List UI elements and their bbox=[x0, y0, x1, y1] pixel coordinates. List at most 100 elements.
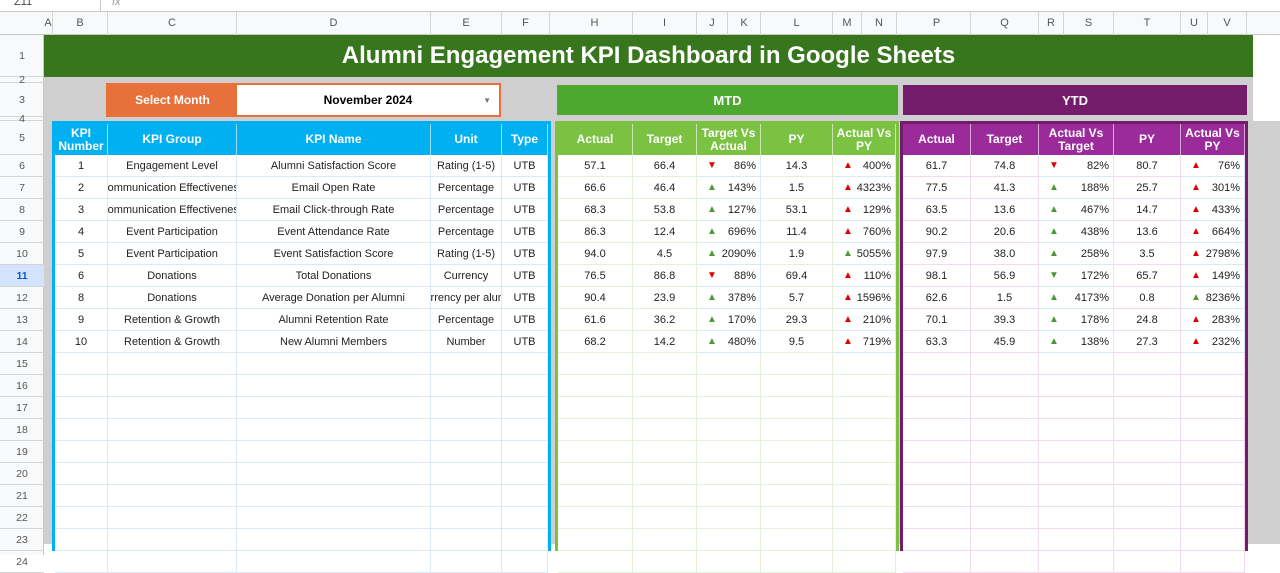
empty-cell bbox=[633, 375, 697, 397]
row-header-20[interactable]: 20 bbox=[0, 463, 44, 485]
mtd-table bbox=[555, 121, 899, 551]
chevron-down-icon[interactable]: ▼ bbox=[483, 95, 491, 105]
row-header-11[interactable]: 11 bbox=[0, 265, 44, 287]
mtd-header-target: Target bbox=[633, 124, 697, 155]
percent-value: 5055% bbox=[856, 247, 891, 260]
ytd-header-actual-vs-py: Actual Vs PY bbox=[1181, 124, 1245, 155]
empty-cell bbox=[237, 353, 431, 375]
column-header-p[interactable]: P bbox=[903, 12, 971, 35]
empty-cell bbox=[558, 397, 633, 419]
column-header-r[interactable]: R bbox=[1039, 12, 1064, 35]
column-header-a[interactable]: A bbox=[44, 12, 53, 35]
row-header-1[interactable]: 1 bbox=[0, 35, 44, 77]
empty-cell bbox=[558, 353, 633, 375]
empty-cell bbox=[761, 353, 833, 375]
column-header-n[interactable]: N bbox=[862, 12, 897, 35]
column-header-v[interactable]: V bbox=[1208, 12, 1247, 35]
percent-value: 283% bbox=[1211, 313, 1240, 326]
empty-cell bbox=[971, 353, 1039, 375]
ytd-actual-vs-py: ▲ 232% bbox=[1181, 331, 1245, 353]
mtd-target-vs-actual: ▼ 86% bbox=[697, 155, 761, 177]
row-header-22[interactable]: 22 bbox=[0, 507, 44, 529]
empty-cell bbox=[558, 463, 633, 485]
percent-value: 2798% bbox=[1205, 247, 1240, 260]
row-header-7[interactable]: 7 bbox=[0, 177, 44, 199]
empty-cell bbox=[431, 397, 502, 419]
row-header-13[interactable]: 13 bbox=[0, 309, 44, 331]
arrow-down-icon: ▼ bbox=[1049, 160, 1059, 171]
row-header-5[interactable]: 5 bbox=[0, 121, 44, 155]
column-header-k[interactable]: K bbox=[728, 12, 761, 35]
percent-value: 433% bbox=[1211, 203, 1240, 216]
column-header-b[interactable]: B bbox=[53, 12, 108, 35]
column-header-u[interactable]: U bbox=[1181, 12, 1208, 35]
divider bbox=[100, 0, 101, 11]
empty-cell bbox=[55, 529, 108, 551]
column-header-i[interactable]: I bbox=[633, 12, 697, 35]
percent-value: 378% bbox=[727, 291, 756, 304]
column-header-j[interactable]: J bbox=[697, 12, 728, 35]
row-header-6[interactable]: 6 bbox=[0, 155, 44, 177]
empty-cell bbox=[237, 551, 431, 573]
ytd-actual-vs-py: ▲ 2798% bbox=[1181, 243, 1245, 265]
kpi-header-kpi-name: KPI Name bbox=[237, 124, 431, 155]
row-header-16[interactable]: 16 bbox=[0, 375, 44, 397]
empty-cell bbox=[558, 485, 633, 507]
column-header-d[interactable]: D bbox=[237, 12, 431, 35]
month-selector: Select Month November 2024 ▼ bbox=[106, 83, 501, 117]
mtd-target-vs-actual: ▲ 127% bbox=[697, 199, 761, 221]
row-header-9[interactable]: 9 bbox=[0, 221, 44, 243]
row-header-2[interactable]: 2 bbox=[0, 74, 44, 86]
row-header-3[interactable]: 3 bbox=[0, 83, 44, 117]
ytd-py: 13.6 bbox=[1114, 221, 1181, 243]
row-header-15[interactable]: 15 bbox=[0, 353, 44, 375]
name-box[interactable]: Z11 bbox=[14, 0, 33, 8]
empty-cell bbox=[237, 463, 431, 485]
sheet-background bbox=[1247, 121, 1280, 544]
arrow-up-icon: ▲ bbox=[843, 292, 853, 303]
kpi-group: Donations bbox=[108, 287, 237, 309]
empty-cell bbox=[431, 507, 502, 529]
ytd-actual-vs-target: ▲ 438% bbox=[1039, 221, 1114, 243]
column-header-m[interactable]: M bbox=[833, 12, 862, 35]
row-header-24[interactable]: 24 bbox=[0, 551, 44, 573]
column-header-h[interactable]: H bbox=[557, 12, 633, 35]
row-header-12[interactable]: 12 bbox=[0, 287, 44, 309]
mtd-header-actual: Actual bbox=[558, 124, 633, 155]
arrow-down-icon: ▼ bbox=[707, 160, 717, 171]
row-header-21[interactable]: 21 bbox=[0, 485, 44, 507]
ytd-target: 45.9 bbox=[971, 331, 1039, 353]
mtd-actual: 94.0 bbox=[558, 243, 633, 265]
arrow-up-icon: ▲ bbox=[1191, 160, 1201, 171]
mtd-band: MTD bbox=[557, 85, 898, 115]
percent-value: 143% bbox=[727, 181, 756, 194]
column-header-t[interactable]: T bbox=[1114, 12, 1181, 35]
column-header-q[interactable]: Q bbox=[971, 12, 1039, 35]
row-header-8[interactable]: 8 bbox=[0, 199, 44, 221]
row-header-14[interactable]: 14 bbox=[0, 331, 44, 353]
row-header-17[interactable]: 17 bbox=[0, 397, 44, 419]
mtd-target-vs-actual: ▼ 88% bbox=[697, 265, 761, 287]
column-header-s[interactable]: S bbox=[1064, 12, 1114, 35]
row-header-4[interactable]: 4 bbox=[0, 113, 44, 125]
kpi-name: Event Attendance Rate bbox=[237, 221, 431, 243]
column-header-l[interactable]: L bbox=[761, 12, 833, 35]
row-header-18[interactable]: 18 bbox=[0, 419, 44, 441]
column-header-c[interactable]: C bbox=[108, 12, 237, 35]
arrow-up-icon: ▲ bbox=[843, 270, 853, 281]
arrow-up-icon: ▲ bbox=[707, 182, 717, 193]
mtd-actual-vs-py: ▲ 400% bbox=[833, 155, 896, 177]
column-header-e[interactable]: E bbox=[431, 12, 502, 35]
row-header-10[interactable]: 10 bbox=[0, 243, 44, 265]
percent-value: 400% bbox=[862, 159, 891, 172]
empty-cell bbox=[431, 441, 502, 463]
mtd-actual: 90.4 bbox=[558, 287, 633, 309]
month-dropdown[interactable]: November 2024 ▼ bbox=[237, 85, 499, 115]
column-header-f[interactable]: F bbox=[502, 12, 550, 35]
empty-cell bbox=[1114, 375, 1181, 397]
kpi-name: Average Donation per Alumni bbox=[237, 287, 431, 309]
empty-cell bbox=[1114, 353, 1181, 375]
row-header-19[interactable]: 19 bbox=[0, 441, 44, 463]
ytd-actual-vs-target: ▲ 178% bbox=[1039, 309, 1114, 331]
empty-cell bbox=[697, 441, 761, 463]
